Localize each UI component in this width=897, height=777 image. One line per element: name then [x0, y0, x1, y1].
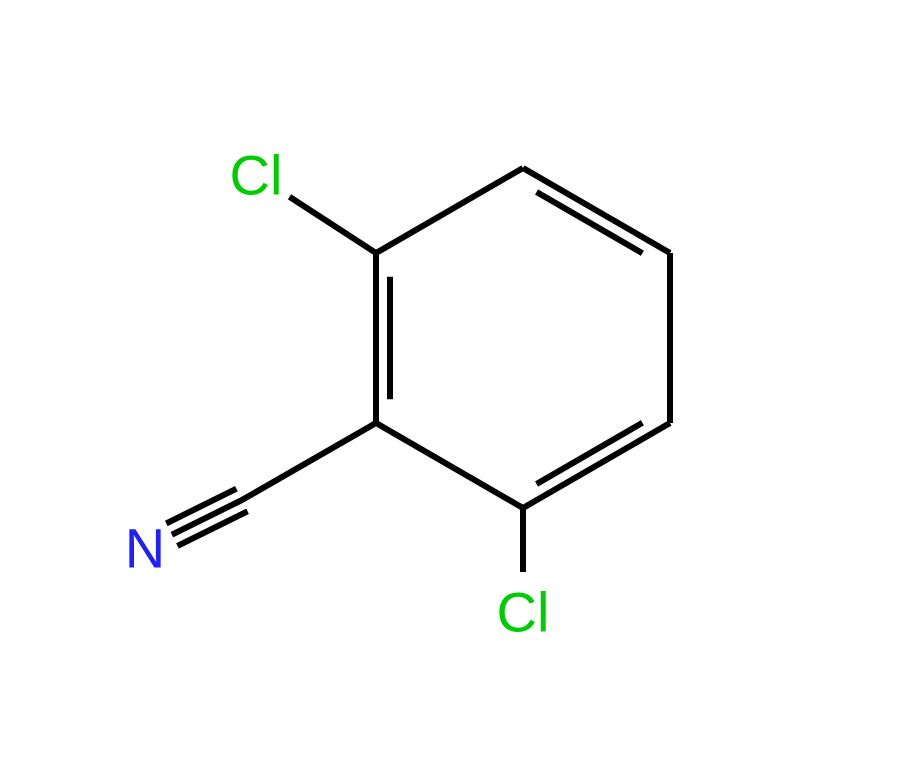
atom-label-cl: Cl: [497, 580, 550, 645]
atom-label-cl: Cl: [230, 143, 283, 208]
bond-layer: [0, 0, 897, 777]
molecule-canvas: Cl Cl N: [0, 0, 897, 777]
atom-label-n: N: [125, 516, 165, 581]
